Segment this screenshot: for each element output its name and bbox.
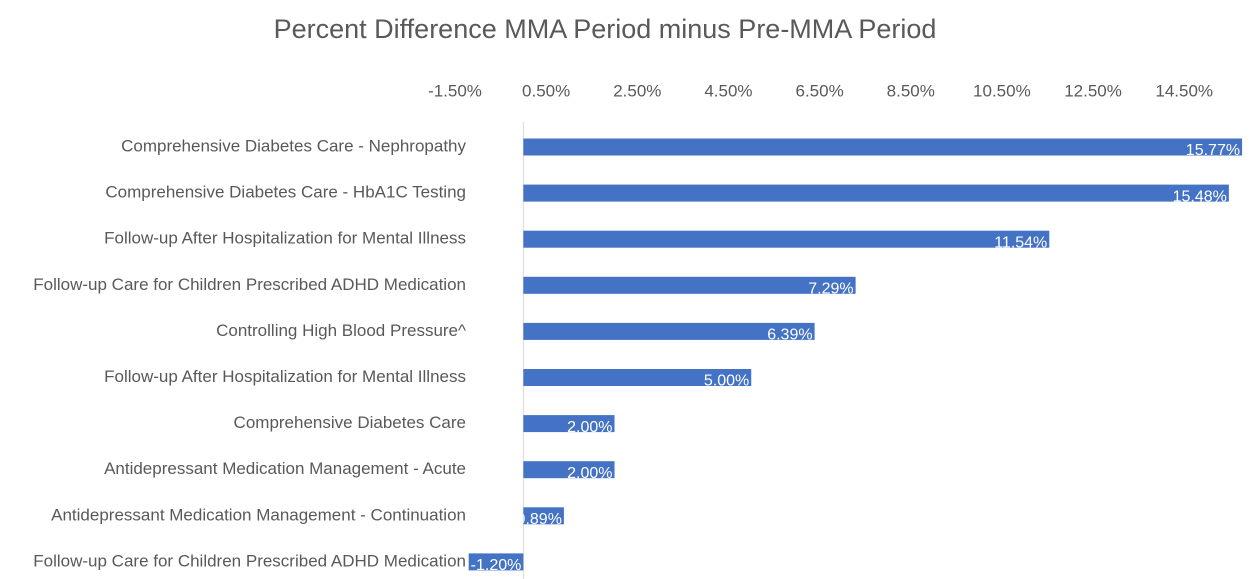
y-tick-label: Antidepressant Medication Management - C…	[51, 505, 466, 524]
bar	[523, 507, 564, 525]
bar	[523, 138, 1243, 156]
bar	[523, 184, 1229, 202]
x-tick-label: 2.50%	[613, 81, 661, 100]
y-tick-label: Follow-up Care for Children Prescribed A…	[33, 551, 466, 570]
y-tick-label: Comprehensive Diabetes Care - HbA1C Test…	[105, 183, 466, 202]
bar	[523, 230, 1050, 248]
bar	[523, 276, 856, 294]
data-label: 11.54%	[994, 234, 1047, 251]
y-tick-label: Follow-up Care for Children Prescribed A…	[33, 275, 466, 294]
y-tick-label: Comprehensive Diabetes Care	[234, 413, 466, 432]
bar	[523, 322, 815, 340]
data-label: 2.00%	[567, 419, 612, 436]
bar	[523, 461, 615, 479]
data-label: 0.89%	[517, 511, 562, 528]
x-tick-label: 10.50%	[973, 81, 1031, 100]
x-tick-label: 14.50%	[1155, 81, 1213, 100]
y-tick-label: Antidepressant Medication Management - A…	[104, 459, 466, 478]
data-label: 2.00%	[567, 465, 612, 482]
x-tick-label: 4.50%	[704, 81, 752, 100]
data-label: 6.39%	[767, 327, 812, 344]
chart-title: Percent Difference MMA Period minus Pre-…	[274, 14, 937, 44]
bar	[468, 553, 524, 571]
x-tick-label: 0.50%	[522, 81, 570, 100]
bar	[523, 369, 752, 386]
data-label: 15.77%	[1186, 142, 1240, 159]
data-label: -1.20%	[471, 557, 522, 574]
y-tick-label: Controlling High Blood Pressure^	[216, 321, 466, 340]
x-tick-label: 6.50%	[795, 81, 843, 100]
x-tick-label: -1.50%	[428, 81, 482, 100]
y-tick-label: Follow-up After Hospitalization for Ment…	[104, 367, 466, 386]
data-label: 5.00%	[704, 373, 749, 390]
y-tick-label: Follow-up After Hospitalization for Ment…	[104, 229, 466, 248]
data-label: 7.29%	[808, 281, 853, 298]
bar	[523, 415, 615, 433]
data-label: 15.48%	[1173, 188, 1227, 205]
y-tick-label: Comprehensive Diabetes Care - Nephropath…	[121, 136, 466, 155]
x-tick-label: 8.50%	[887, 81, 935, 100]
x-tick-label: 12.50%	[1064, 81, 1122, 100]
